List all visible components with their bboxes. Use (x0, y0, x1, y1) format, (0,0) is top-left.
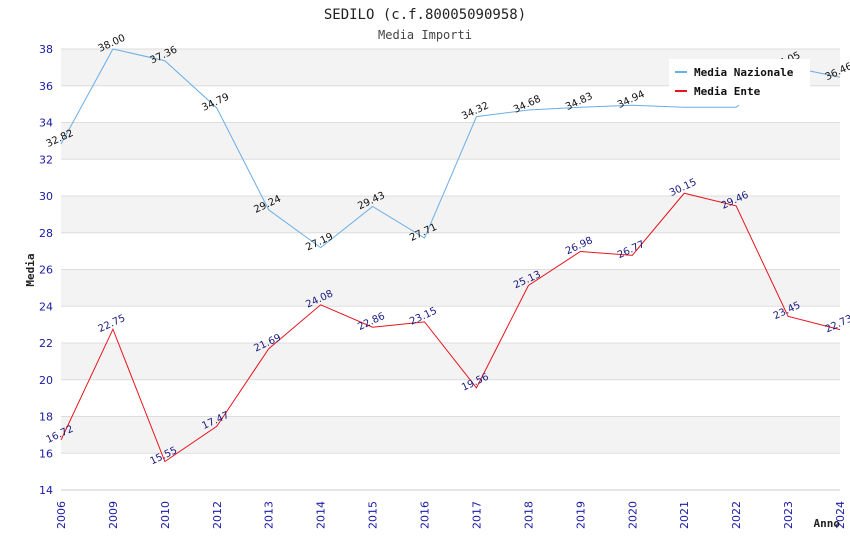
grid-band (61, 343, 840, 380)
x-tick-label: 2015 (367, 501, 380, 529)
y-axis-title: Media (24, 253, 37, 286)
x-tick-label: 2017 (470, 501, 483, 529)
x-tick-label: 2021 (678, 501, 691, 529)
x-tick-label: 2013 (263, 501, 276, 529)
legend: Media Nazionale Media Ente (669, 59, 810, 105)
x-tick-label: 2010 (159, 501, 172, 529)
y-tick-label: 18 (39, 411, 53, 424)
y-tick-label: 20 (39, 374, 53, 387)
y-tick-label: 24 (39, 300, 53, 313)
grid-band (61, 379, 840, 417)
series-line-media-ente (60, 192, 841, 463)
y-tick-label: 36 (39, 80, 53, 93)
x-tick-label: 2014 (315, 501, 328, 529)
y-tick-label: 16 (39, 447, 53, 460)
legend-label: Media Ente (694, 85, 761, 98)
legend-label: Media Nazionale (694, 66, 794, 79)
x-tick-label: 2012 (211, 501, 224, 529)
grid-band (61, 232, 840, 270)
y-tick-label: 34 (39, 117, 53, 130)
grid-band (61, 269, 840, 307)
x-axis-ticks: 2006 2009 2010 2012 2013 2014 2015 2016 2017 2018… (55, 501, 847, 529)
series-lines (60, 48, 841, 463)
grid-band (61, 416, 840, 454)
x-tick-label: 2019 (574, 501, 587, 529)
chart-subtitle: Media Importi (378, 28, 472, 42)
x-axis-title: Anno (814, 517, 841, 530)
y-tick-label: 26 (39, 264, 53, 277)
x-tick-label: 2023 (782, 501, 795, 529)
grid-band (61, 122, 840, 160)
x-tick-label: 2018 (522, 501, 535, 529)
y-tick-label: 14 (39, 484, 53, 497)
y-tick-label: 30 (39, 190, 53, 203)
y-tick-label: 28 (39, 227, 53, 240)
x-tick-label: 2016 (419, 501, 432, 529)
grid-band (61, 306, 840, 343)
series-line-media-nazionale (60, 48, 841, 249)
x-tick-label: 2024 (834, 501, 847, 529)
grid-band (61, 453, 840, 490)
x-tick-label: 2020 (626, 501, 639, 529)
grid-bands (61, 48, 840, 491)
legend-box (669, 59, 810, 105)
y-tick-label: 22 (39, 337, 53, 350)
x-tick-label: 2022 (730, 501, 743, 529)
y-axis-ticks: 14 16 18 20 22 24 26 28 30 32 34 36 38 (39, 43, 53, 497)
grid-band (61, 196, 840, 233)
chart-title: SEDILO (c.f.80005090958) (324, 7, 526, 23)
x-tick-label: 2006 (55, 501, 68, 529)
y-tick-label: 32 (39, 153, 53, 166)
y-tick-label: 38 (39, 43, 53, 56)
x-tick-label: 2009 (107, 501, 120, 529)
